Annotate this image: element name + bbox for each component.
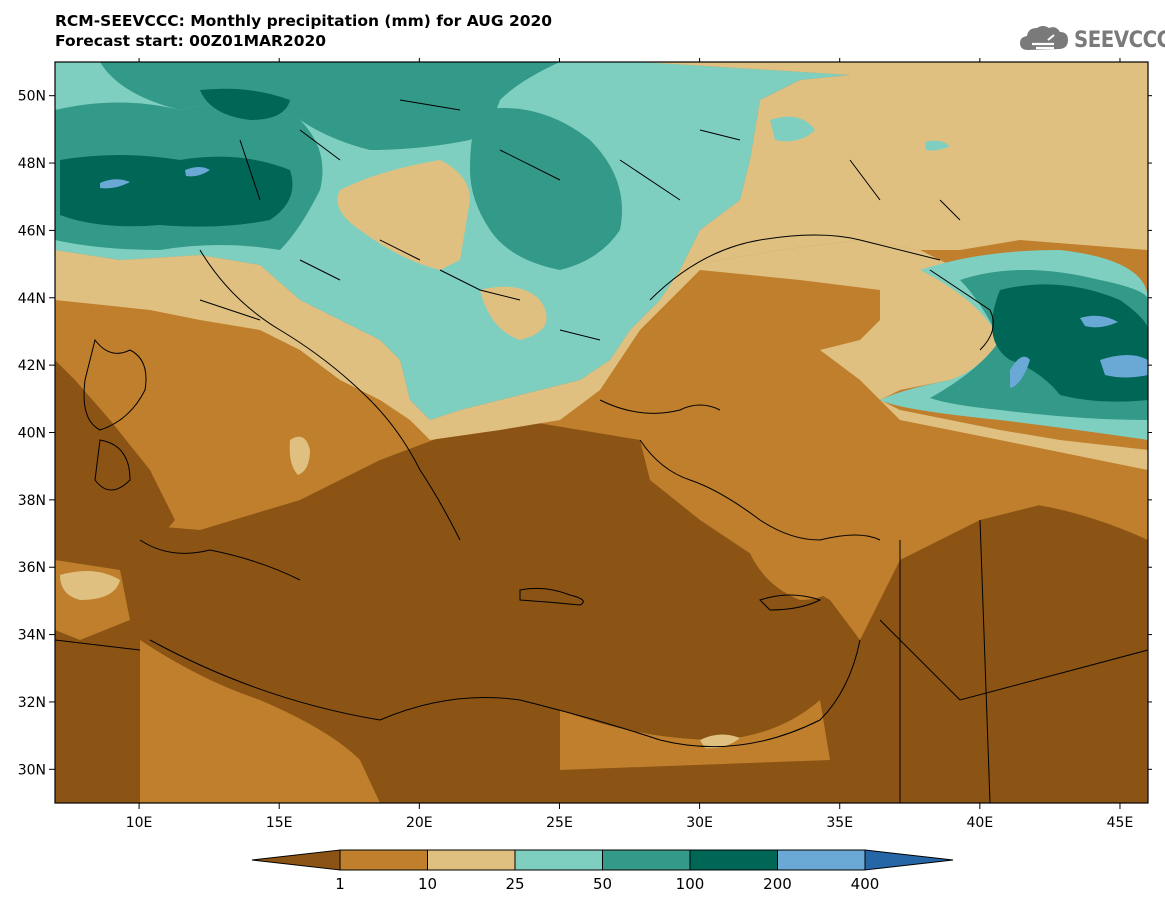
colorbar-swatch-below-1 bbox=[251, 849, 341, 871]
colorbar-level-label: 50 bbox=[593, 875, 612, 893]
lat-tick-label: 42N bbox=[18, 358, 46, 374]
map-title: RCM-SEEVCCC: Monthly precipitation (mm) … bbox=[55, 11, 552, 51]
lon-tick-label: 40E bbox=[967, 815, 994, 831]
lon-tick-label: 20E bbox=[406, 815, 433, 831]
latitude-axis: 50N 48N 46N 44N 42N 40N 38N 36N 34N 32N 30N bbox=[18, 89, 1152, 778]
colorbar-swatch-above-400 bbox=[864, 849, 954, 871]
lat-tick-label: 38N bbox=[18, 493, 46, 509]
lon-tick-label: 30E bbox=[686, 815, 713, 831]
colorbar-level-label: 400 bbox=[851, 875, 880, 893]
colorbar-level-label: 1 bbox=[335, 875, 345, 893]
lat-tick-label: 34N bbox=[18, 628, 46, 644]
longitude-axis: 10E 15E 20E 25E 30E 35E 40E 45E bbox=[126, 58, 1134, 831]
lon-tick-label: 35E bbox=[826, 815, 853, 831]
logo-text: SEEVCCC bbox=[1074, 28, 1165, 53]
colorbar-swatch bbox=[602, 849, 691, 871]
colorbar-swatch bbox=[339, 849, 428, 871]
lon-tick-label: 25E bbox=[546, 815, 573, 831]
title-line-1: RCM-SEEVCCC: Monthly precipitation (mm) … bbox=[55, 12, 553, 30]
colorbar-swatch bbox=[514, 849, 603, 871]
colorbar-swatch bbox=[427, 849, 516, 871]
lat-tick-label: 48N bbox=[18, 156, 46, 172]
lon-tick-label: 10E bbox=[126, 815, 153, 831]
lat-tick-label: 50N bbox=[18, 89, 46, 105]
lat-tick-label: 44N bbox=[18, 291, 46, 307]
lat-tick-label: 40N bbox=[18, 426, 46, 442]
lat-tick-label: 30N bbox=[18, 762, 46, 778]
colorbar-swatch bbox=[777, 849, 866, 871]
lon-tick-label: 15E bbox=[266, 815, 293, 831]
lat-tick-label: 36N bbox=[18, 560, 46, 576]
colorbar-level-label: 10 bbox=[418, 875, 437, 893]
title-line-2: Forecast start: 00Z01MAR2020 bbox=[55, 32, 327, 50]
colorbar-level-label: 100 bbox=[676, 875, 705, 893]
colorbar-level-label: 200 bbox=[763, 875, 792, 893]
coastlines bbox=[55, 99, 1148, 803]
colorbar-level-label: 25 bbox=[505, 875, 524, 893]
colorbar-swatch bbox=[689, 849, 778, 871]
seevccc-logo: SEEVCCC bbox=[1018, 22, 1165, 56]
colorbar: 1 10 25 50 100 200 400 bbox=[251, 849, 954, 893]
lat-tick-label: 46N bbox=[18, 223, 46, 239]
cloud-icon bbox=[1020, 26, 1068, 50]
lat-tick-label: 32N bbox=[18, 695, 46, 711]
precip-field bbox=[55, 62, 1148, 803]
lon-tick-label: 45E bbox=[1107, 815, 1134, 831]
